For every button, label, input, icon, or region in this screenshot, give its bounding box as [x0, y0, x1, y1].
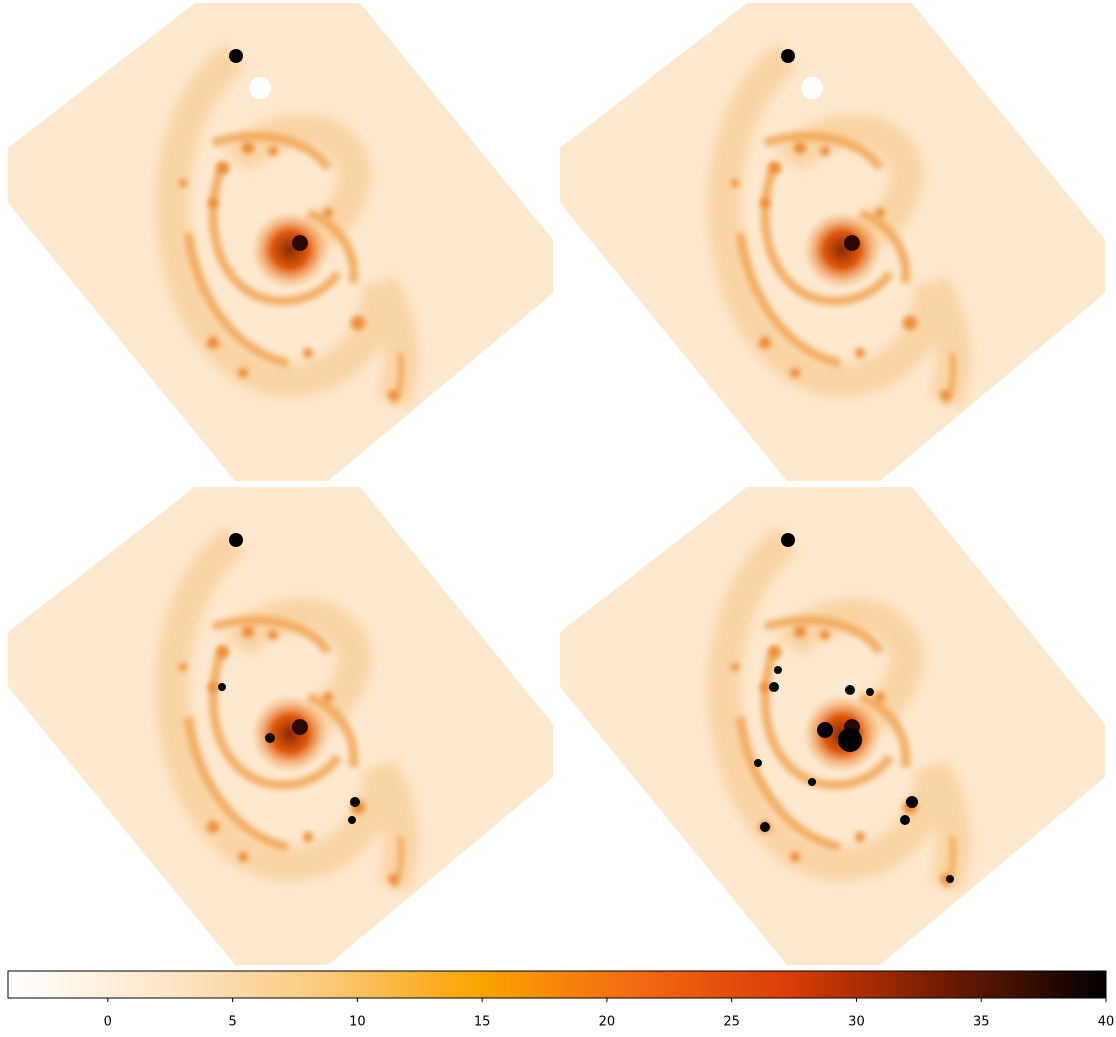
panel	[8, 3, 553, 481]
colorbar-tick-label: 0	[104, 1015, 112, 1030]
bright-knots	[754, 666, 954, 883]
colorbar-tick-label: 20	[599, 1015, 616, 1030]
bright-knots	[218, 683, 360, 824]
masked-region	[249, 77, 271, 99]
panel	[560, 3, 1105, 481]
colorbar: 0 5 10 15 20 25 30 35 40	[7, 970, 1115, 1030]
colorbar-tick-label: 25	[723, 1015, 740, 1030]
colorbar-tick-label: 5	[228, 1015, 236, 1030]
panel	[560, 487, 1105, 965]
colorbar-tick-label: 35	[973, 1015, 990, 1030]
colorbar-tick-label: 30	[848, 1015, 865, 1030]
panel	[8, 487, 553, 965]
colorbar-tick-label: 10	[349, 1015, 366, 1030]
colorbar-tick-label: 15	[474, 1015, 491, 1030]
colorbar-tick-label: 40	[1098, 1015, 1115, 1030]
masked-region	[801, 77, 823, 99]
colorbar-scale	[7, 970, 1107, 999]
